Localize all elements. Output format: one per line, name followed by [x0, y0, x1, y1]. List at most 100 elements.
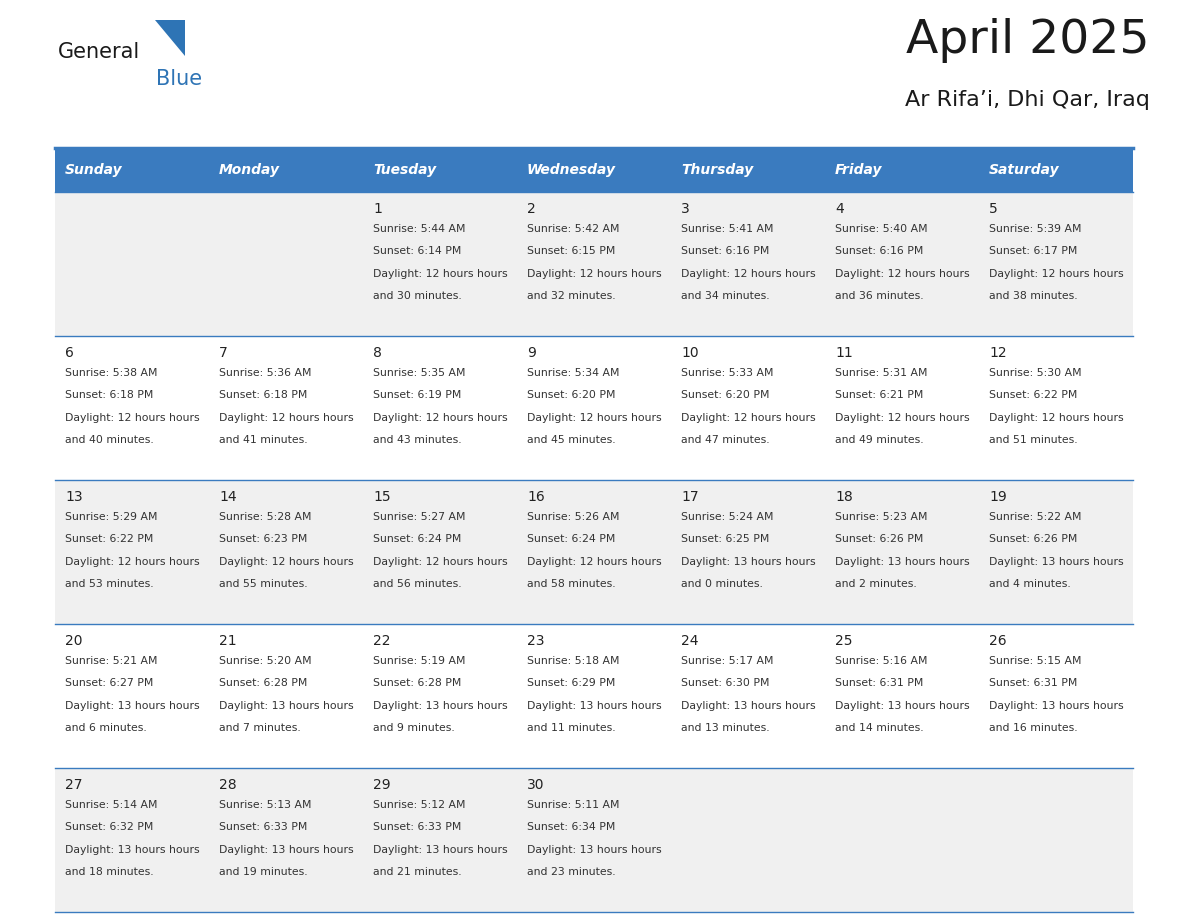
Text: Sunset: 6:31 PM: Sunset: 6:31 PM: [988, 678, 1078, 688]
Text: 1: 1: [373, 202, 381, 216]
Text: 9: 9: [527, 346, 536, 360]
Text: Daylight: 13 hours hours: Daylight: 13 hours hours: [681, 556, 816, 566]
Text: 23: 23: [527, 634, 544, 648]
Text: Daylight: 12 hours hours: Daylight: 12 hours hours: [527, 412, 662, 422]
Text: and 0 minutes.: and 0 minutes.: [681, 579, 763, 589]
Text: and 7 minutes.: and 7 minutes.: [219, 723, 301, 733]
Text: Daylight: 12 hours hours: Daylight: 12 hours hours: [835, 269, 969, 279]
Text: Sunrise: 5:26 AM: Sunrise: 5:26 AM: [527, 512, 619, 522]
Text: and 13 minutes.: and 13 minutes.: [681, 723, 770, 733]
Polygon shape: [154, 20, 185, 56]
Text: Sunday: Sunday: [65, 163, 122, 177]
Text: and 16 minutes.: and 16 minutes.: [988, 723, 1078, 733]
Text: Sunset: 6:14 PM: Sunset: 6:14 PM: [373, 246, 461, 256]
Text: Friday: Friday: [835, 163, 883, 177]
Text: and 45 minutes.: and 45 minutes.: [527, 435, 615, 445]
Text: Sunrise: 5:16 AM: Sunrise: 5:16 AM: [835, 656, 928, 666]
Text: and 58 minutes.: and 58 minutes.: [527, 579, 615, 589]
Text: 25: 25: [835, 634, 853, 648]
Text: 3: 3: [681, 202, 690, 216]
Text: Sunrise: 5:40 AM: Sunrise: 5:40 AM: [835, 224, 928, 234]
Text: Sunset: 6:33 PM: Sunset: 6:33 PM: [373, 823, 461, 833]
Text: Daylight: 12 hours hours: Daylight: 12 hours hours: [219, 556, 354, 566]
Text: Sunset: 6:21 PM: Sunset: 6:21 PM: [835, 390, 923, 400]
Text: Sunset: 6:34 PM: Sunset: 6:34 PM: [527, 823, 615, 833]
Text: Sunrise: 5:33 AM: Sunrise: 5:33 AM: [681, 368, 773, 378]
Bar: [55, 148, 1133, 192]
Bar: [55, 768, 1133, 912]
Text: 7: 7: [219, 346, 228, 360]
Text: and 41 minutes.: and 41 minutes.: [219, 435, 308, 445]
Text: Sunset: 6:22 PM: Sunset: 6:22 PM: [988, 390, 1078, 400]
Text: Daylight: 12 hours hours: Daylight: 12 hours hours: [988, 412, 1124, 422]
Text: Sunrise: 5:20 AM: Sunrise: 5:20 AM: [219, 656, 311, 666]
Text: Daylight: 12 hours hours: Daylight: 12 hours hours: [681, 412, 816, 422]
Text: 28: 28: [219, 778, 236, 792]
Text: 19: 19: [988, 490, 1006, 504]
Text: Daylight: 13 hours hours: Daylight: 13 hours hours: [681, 700, 816, 711]
Text: and 43 minutes.: and 43 minutes.: [373, 435, 462, 445]
Text: Sunrise: 5:27 AM: Sunrise: 5:27 AM: [373, 512, 466, 522]
Text: April 2025: April 2025: [906, 18, 1150, 63]
Text: Sunrise: 5:22 AM: Sunrise: 5:22 AM: [988, 512, 1081, 522]
Text: and 6 minutes.: and 6 minutes.: [65, 723, 147, 733]
Text: Sunrise: 5:39 AM: Sunrise: 5:39 AM: [988, 224, 1081, 234]
Text: Sunrise: 5:11 AM: Sunrise: 5:11 AM: [527, 800, 619, 810]
Text: Daylight: 12 hours hours: Daylight: 12 hours hours: [373, 412, 507, 422]
Text: and 34 minutes.: and 34 minutes.: [681, 291, 770, 301]
Text: and 53 minutes.: and 53 minutes.: [65, 579, 153, 589]
Text: and 14 minutes.: and 14 minutes.: [835, 723, 923, 733]
Text: 13: 13: [65, 490, 83, 504]
Text: 30: 30: [527, 778, 544, 792]
Text: Sunset: 6:20 PM: Sunset: 6:20 PM: [681, 390, 770, 400]
Text: 2: 2: [527, 202, 536, 216]
Text: 22: 22: [373, 634, 391, 648]
Text: Blue: Blue: [156, 69, 202, 89]
Text: Sunset: 6:31 PM: Sunset: 6:31 PM: [835, 678, 923, 688]
Text: Sunrise: 5:31 AM: Sunrise: 5:31 AM: [835, 368, 928, 378]
Bar: [55, 480, 1133, 624]
Text: and 55 minutes.: and 55 minutes.: [219, 579, 308, 589]
Text: Saturday: Saturday: [988, 163, 1060, 177]
Text: Daylight: 13 hours hours: Daylight: 13 hours hours: [219, 700, 354, 711]
Text: Daylight: 13 hours hours: Daylight: 13 hours hours: [835, 700, 969, 711]
Text: Sunset: 6:28 PM: Sunset: 6:28 PM: [373, 678, 461, 688]
Text: Sunset: 6:16 PM: Sunset: 6:16 PM: [835, 246, 923, 256]
Text: Sunrise: 5:13 AM: Sunrise: 5:13 AM: [219, 800, 311, 810]
Text: Sunrise: 5:41 AM: Sunrise: 5:41 AM: [681, 224, 773, 234]
Bar: [55, 192, 1133, 336]
Text: Sunrise: 5:15 AM: Sunrise: 5:15 AM: [988, 656, 1081, 666]
Text: 10: 10: [681, 346, 699, 360]
Text: and 40 minutes.: and 40 minutes.: [65, 435, 153, 445]
Text: Daylight: 12 hours hours: Daylight: 12 hours hours: [527, 556, 662, 566]
Text: Sunset: 6:15 PM: Sunset: 6:15 PM: [527, 246, 615, 256]
Text: Sunset: 6:24 PM: Sunset: 6:24 PM: [373, 534, 461, 544]
Text: and 4 minutes.: and 4 minutes.: [988, 579, 1070, 589]
Text: 27: 27: [65, 778, 82, 792]
Text: and 49 minutes.: and 49 minutes.: [835, 435, 923, 445]
Text: Sunset: 6:33 PM: Sunset: 6:33 PM: [219, 823, 308, 833]
Text: 17: 17: [681, 490, 699, 504]
Text: Sunset: 6:19 PM: Sunset: 6:19 PM: [373, 390, 461, 400]
Text: 26: 26: [988, 634, 1006, 648]
Text: Sunrise: 5:38 AM: Sunrise: 5:38 AM: [65, 368, 158, 378]
Text: 11: 11: [835, 346, 853, 360]
Text: Sunset: 6:29 PM: Sunset: 6:29 PM: [527, 678, 615, 688]
Text: Daylight: 13 hours hours: Daylight: 13 hours hours: [527, 700, 662, 711]
Text: Sunset: 6:17 PM: Sunset: 6:17 PM: [988, 246, 1078, 256]
Text: Tuesday: Tuesday: [373, 163, 436, 177]
Text: 4: 4: [835, 202, 843, 216]
Text: 18: 18: [835, 490, 853, 504]
Text: Sunrise: 5:23 AM: Sunrise: 5:23 AM: [835, 512, 928, 522]
Text: Daylight: 12 hours hours: Daylight: 12 hours hours: [373, 269, 507, 279]
Text: Sunset: 6:26 PM: Sunset: 6:26 PM: [835, 534, 923, 544]
Text: Daylight: 13 hours hours: Daylight: 13 hours hours: [65, 845, 200, 855]
Text: Sunset: 6:28 PM: Sunset: 6:28 PM: [219, 678, 308, 688]
Text: Daylight: 12 hours hours: Daylight: 12 hours hours: [835, 412, 969, 422]
Text: and 23 minutes.: and 23 minutes.: [527, 867, 615, 877]
Text: Daylight: 13 hours hours: Daylight: 13 hours hours: [373, 700, 507, 711]
Text: Sunrise: 5:12 AM: Sunrise: 5:12 AM: [373, 800, 466, 810]
Text: Ar Rifa’i, Dhi Qar, Iraq: Ar Rifa’i, Dhi Qar, Iraq: [905, 90, 1150, 110]
Text: Daylight: 12 hours hours: Daylight: 12 hours hours: [988, 269, 1124, 279]
Text: Sunrise: 5:42 AM: Sunrise: 5:42 AM: [527, 224, 619, 234]
